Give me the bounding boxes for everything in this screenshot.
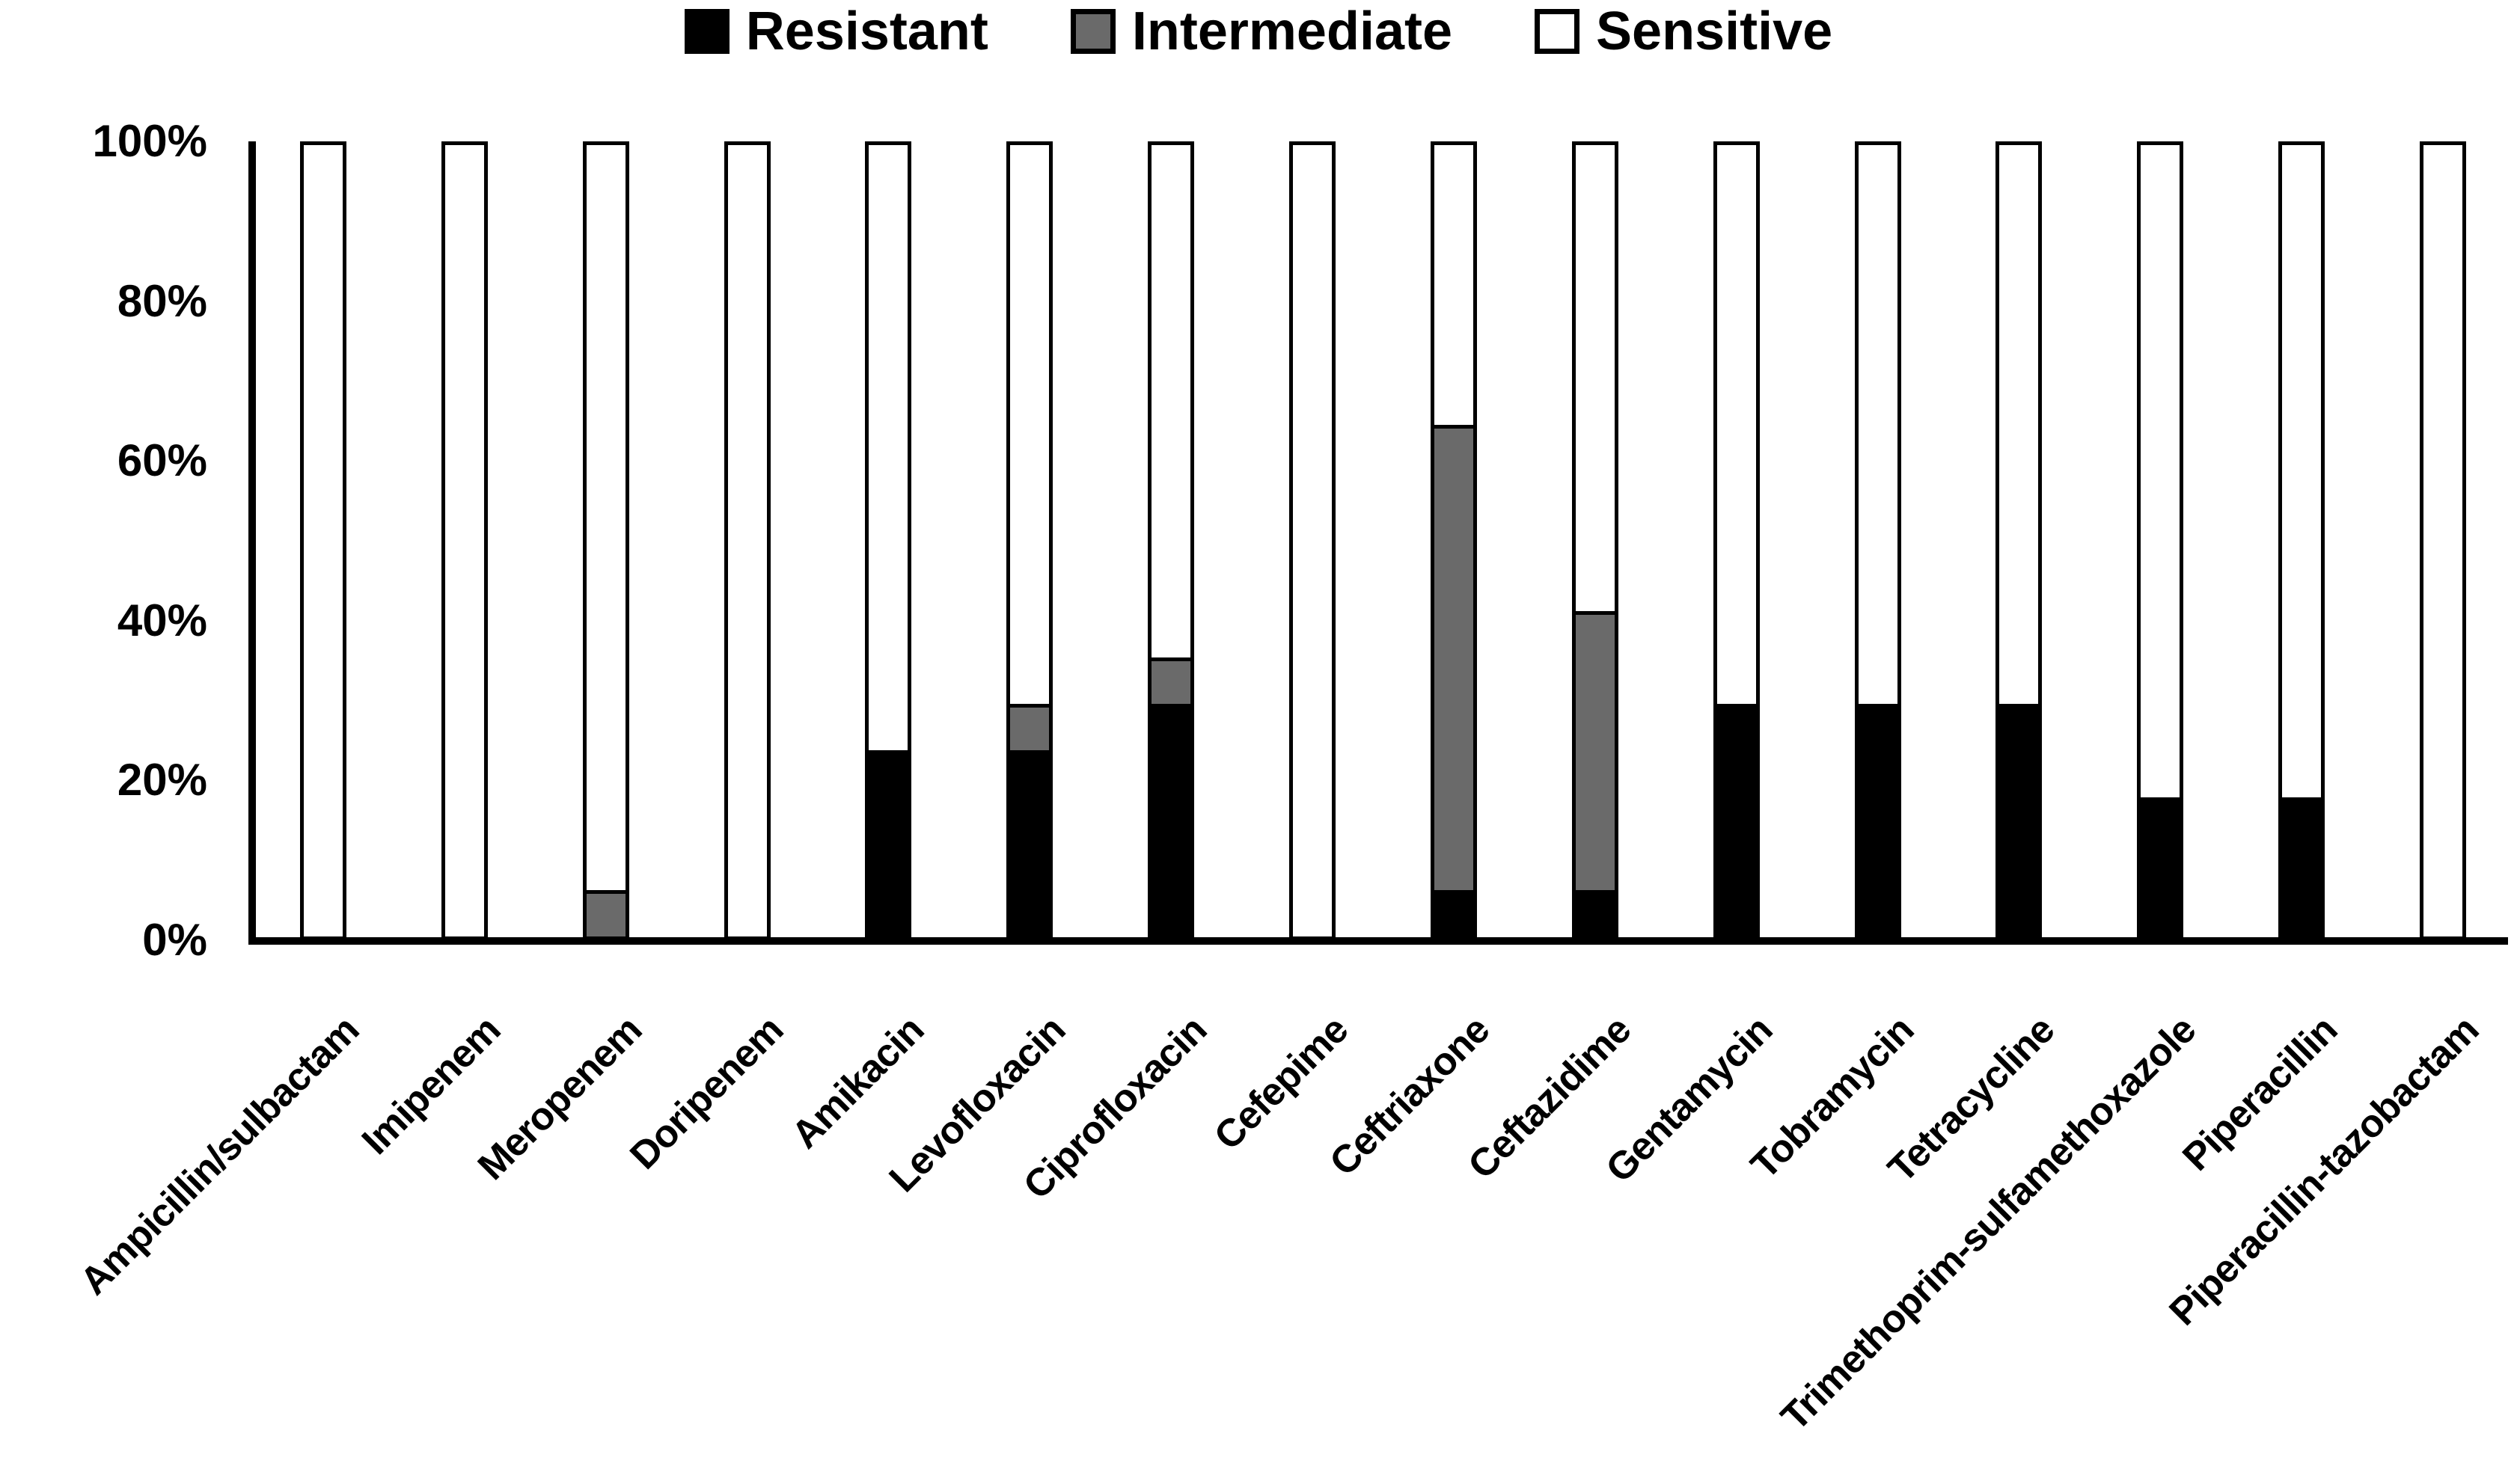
- segment-resistant-ceftazidime: [1576, 890, 1615, 936]
- bar-gentamycin: [1713, 141, 1760, 940]
- segment-resistant-piperacillin: [2282, 797, 2321, 936]
- bar-ceftriaxone: [1431, 141, 1477, 940]
- segment-intermediate-levofloxacin: [1010, 704, 1049, 750]
- segment-intermediate-ciprofloxacin: [1152, 657, 1190, 704]
- y-tick-label-20: 20%: [117, 755, 207, 806]
- bar-meropenem: [583, 141, 629, 940]
- legend-label-intermediate: Intermediate: [1131, 1, 1453, 61]
- bar-trimethoprim-sulfamethoxazole: [2137, 141, 2183, 940]
- y-tick-label-60: 60%: [117, 435, 207, 486]
- bar-piperacillin-tazobactam: [2420, 141, 2466, 940]
- legend-item-intermediate: Intermediate: [1070, 1, 1453, 61]
- segment-intermediate-meropenem: [587, 890, 626, 936]
- segment-resistant-tetracycline: [1999, 704, 2038, 936]
- x-axis-label-ampicillin-sulbactam: Ampicillin/sulbactam: [72, 1008, 367, 1304]
- bar-tobramycin: [1855, 141, 1901, 940]
- legend-swatch-intermediate: [1070, 9, 1116, 54]
- x-axis-line: [248, 937, 2508, 945]
- segment-resistant-ciprofloxacin: [1152, 704, 1190, 936]
- bar-tetracycline: [1995, 141, 2042, 940]
- bar-amikacin: [865, 141, 911, 940]
- bar-doripenem: [724, 141, 771, 940]
- segment-intermediate-ceftriaxone: [1434, 425, 1473, 890]
- segment-resistant-ceftriaxone: [1434, 890, 1473, 936]
- bar-cefepime: [1289, 141, 1336, 940]
- segment-resistant-tobramycin: [1859, 704, 1897, 936]
- bar-piperacillin: [2278, 141, 2325, 940]
- segment-resistant-levofloxacin: [1010, 750, 1049, 936]
- legend-swatch-sensitive: [1535, 9, 1580, 54]
- legend-item-sensitive: Sensitive: [1535, 4, 1832, 58]
- legend-item-resistant: Resistant: [684, 1, 988, 61]
- y-tick-label-0: 0%: [142, 915, 207, 965]
- segment-intermediate-ceftazidime: [1576, 611, 1615, 890]
- bar-ciprofloxacin: [1148, 141, 1194, 940]
- legend-swatch-resistant: [684, 9, 730, 54]
- bar-imipenem: [441, 141, 488, 940]
- legend-label-sensitive: Sensitive: [1596, 1, 1833, 61]
- y-tick-label-100: 100%: [92, 116, 207, 166]
- legend-label-resistant: Resistant: [745, 1, 988, 61]
- y-tick-label-80: 80%: [117, 275, 207, 326]
- legend: Resistant Intermediate Sensitive: [0, 4, 2517, 58]
- segment-resistant-gentamycin: [1717, 704, 1756, 936]
- y-axis-line: [248, 141, 256, 945]
- y-tick-label-40: 40%: [117, 595, 207, 646]
- bar-levofloxacin: [1006, 141, 1053, 940]
- segment-resistant-amikacin: [869, 750, 908, 936]
- bar-ceftazidime: [1572, 141, 1618, 940]
- segment-resistant-trimethoprim-sulfamethoxazole: [2141, 797, 2180, 936]
- bar-ampicillin-sulbactam: [300, 141, 346, 940]
